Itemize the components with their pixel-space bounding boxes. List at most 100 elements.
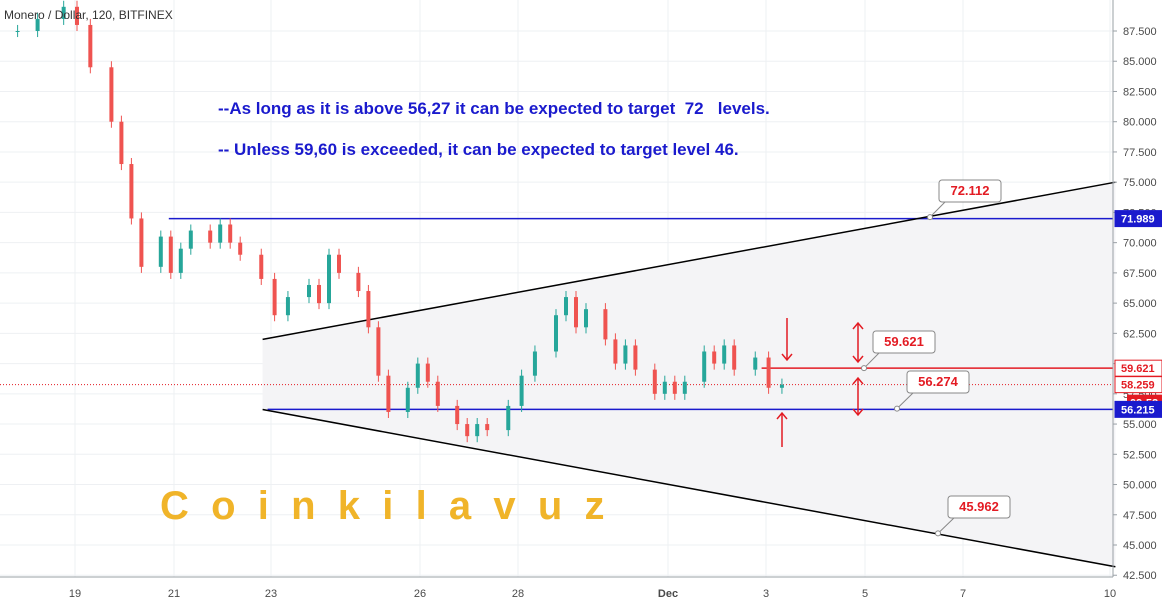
candle-body (475, 424, 480, 437)
candle-body (61, 6, 66, 19)
candle-body (682, 381, 687, 394)
candle-body (208, 230, 213, 243)
candle-body (753, 357, 758, 370)
candle-body (564, 297, 568, 316)
arrow-head (781, 353, 793, 362)
candle-body (188, 230, 193, 249)
price-tag-current-bg (1114, 376, 1162, 394)
candle-body (554, 315, 558, 352)
candle-body (702, 351, 707, 382)
candle-body (485, 424, 490, 431)
watermark-text: C o i n k i l a v u z (160, 484, 605, 528)
candle-body (366, 291, 371, 328)
callout-leader (863, 350, 882, 369)
candle-body (307, 284, 311, 298)
callout-anchor (894, 405, 900, 412)
candle-body (603, 309, 608, 340)
candle-body (139, 218, 144, 267)
annotation-line-2: -- Unless 59,60 is exceeded, it can be e… (218, 140, 739, 159)
callout-leader (929, 199, 948, 218)
candle-body (178, 248, 183, 273)
x-tick-label: 21 (168, 588, 180, 600)
y-tick-label: 62.500 (1123, 328, 1157, 340)
y-tick-label: 80.000 (1123, 117, 1157, 129)
callout-box (872, 330, 936, 354)
candle-body (722, 345, 727, 364)
candle-body (425, 363, 430, 382)
candle-body (455, 405, 460, 425)
candle-body (672, 381, 677, 394)
candle-body (779, 384, 784, 388)
price-tag-56215-bg (1114, 400, 1162, 418)
candle-body (633, 345, 638, 370)
candle-body (285, 297, 290, 316)
price-tag-71989-bg (1114, 210, 1162, 228)
arrow-head (852, 355, 864, 364)
candle-body (109, 67, 114, 122)
candle-body (327, 254, 331, 304)
y-tick-label: 50.000 (1123, 480, 1157, 492)
callout-leader (896, 390, 916, 410)
x-tick-label: 19 (69, 588, 81, 600)
candle-body (519, 375, 524, 406)
chart-title: Monero / Dollar, 120, BITFINEX (4, 8, 173, 22)
x-tick-label: 28 (512, 588, 524, 600)
candle-body (662, 381, 667, 394)
x-tick-label: 26 (414, 588, 426, 600)
candle-body (415, 363, 420, 388)
candle-body (119, 121, 124, 165)
candle-body (532, 351, 537, 376)
callout-label: 45.962 (959, 499, 999, 514)
candle-body (386, 375, 391, 412)
candle-body (356, 272, 361, 292)
callout-label: 56.274 (918, 374, 959, 389)
candle-body (584, 309, 588, 328)
candle-body (228, 224, 233, 243)
candle-body (75, 6, 79, 25)
candle-body (218, 224, 223, 243)
arrow-head (852, 321, 864, 330)
callout-box (906, 370, 970, 394)
candle-body (88, 24, 93, 68)
callout-box (947, 495, 1011, 519)
callout-leader (937, 515, 957, 534)
candle-body (506, 405, 511, 431)
candle-body (15, 31, 20, 32)
arrow-head (852, 408, 864, 417)
candle-body (168, 236, 173, 273)
candle-body (238, 242, 243, 255)
y-tick-label: 82.500 (1123, 86, 1157, 98)
candle-body (272, 278, 277, 316)
y-tick-label: 67.500 (1123, 268, 1157, 280)
candle-body (129, 164, 134, 219)
y-tick-label: 75.000 (1123, 177, 1157, 189)
candle-body (259, 254, 264, 279)
price-tag-56215: 56.215 (1121, 404, 1155, 416)
y-tick-label: 87.500 (1123, 26, 1157, 38)
candle-body (613, 339, 618, 364)
x-tick-label: 3 (763, 588, 769, 600)
candle-body (652, 369, 657, 394)
y-tick-label: 47.500 (1123, 510, 1157, 522)
y-tick-label: 70.000 (1123, 238, 1157, 250)
x-tick-label: Dec (658, 588, 678, 600)
arrow-head (776, 411, 788, 420)
price-tag-71989: 71.989 (1121, 214, 1155, 226)
trendline-upper (262, 181, 1116, 341)
price-tag-current: 58.259 (1121, 380, 1155, 392)
y-tick-label: 52.500 (1123, 449, 1157, 461)
candle-body (574, 297, 578, 328)
y-tick-label: 65.000 (1123, 298, 1157, 310)
callout-box (938, 179, 1002, 203)
x-tick-label: 5 (862, 588, 868, 600)
candle-body (766, 357, 771, 388)
callout-anchor (927, 214, 933, 221)
candle-body (465, 424, 470, 437)
triangle-area (262, 182, 1116, 567)
candle-body (405, 387, 410, 412)
candle-body (712, 351, 717, 364)
y-tick-label: 55.000 (1123, 419, 1157, 431)
y-tick-label: 77.500 (1123, 147, 1157, 159)
